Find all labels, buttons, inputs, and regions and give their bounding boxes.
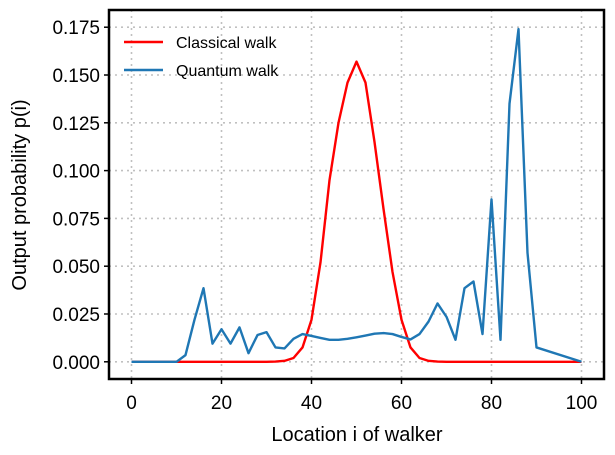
y-tick-label: 0.125 bbox=[52, 114, 100, 135]
series-line-quantum bbox=[131, 27, 582, 363]
y-tick-label: 0.075 bbox=[52, 209, 100, 230]
legend-label: Quantum walk bbox=[176, 63, 279, 80]
x-tick-label: 60 bbox=[391, 393, 412, 414]
x-tick-label: 80 bbox=[481, 393, 502, 414]
series-line-classical bbox=[131, 60, 582, 363]
y-tick-label: 0.100 bbox=[52, 162, 100, 183]
y-tick-label: 0.175 bbox=[52, 18, 100, 39]
y-axis: 0.000 0.025 0.050 0.075 0.100 0.125 0.150 0.175 bbox=[52, 18, 109, 374]
y-tick-label: 0.000 bbox=[52, 353, 100, 374]
legend: Classical walk Quantum walk bbox=[124, 35, 279, 80]
y-axis-title: Output probability p(i) bbox=[9, 99, 31, 290]
x-tick-label: 100 bbox=[566, 393, 598, 414]
x-axis: 0 20 40 60 80 100 bbox=[126, 379, 597, 414]
y-tick-label: 0.150 bbox=[52, 66, 100, 87]
x-tick-label: 40 bbox=[301, 393, 322, 414]
grid-lines bbox=[109, 10, 604, 379]
y-tick-label: 0.025 bbox=[52, 305, 100, 326]
legend-label: Classical walk bbox=[176, 35, 277, 52]
series-layer bbox=[131, 27, 582, 363]
y-tick-label: 0.050 bbox=[52, 257, 100, 278]
x-tick-label: 20 bbox=[211, 393, 232, 414]
x-axis-title: Location i of walker bbox=[271, 424, 443, 446]
x-tick-label: 0 bbox=[126, 393, 137, 414]
plot-frame bbox=[107, 8, 606, 381]
